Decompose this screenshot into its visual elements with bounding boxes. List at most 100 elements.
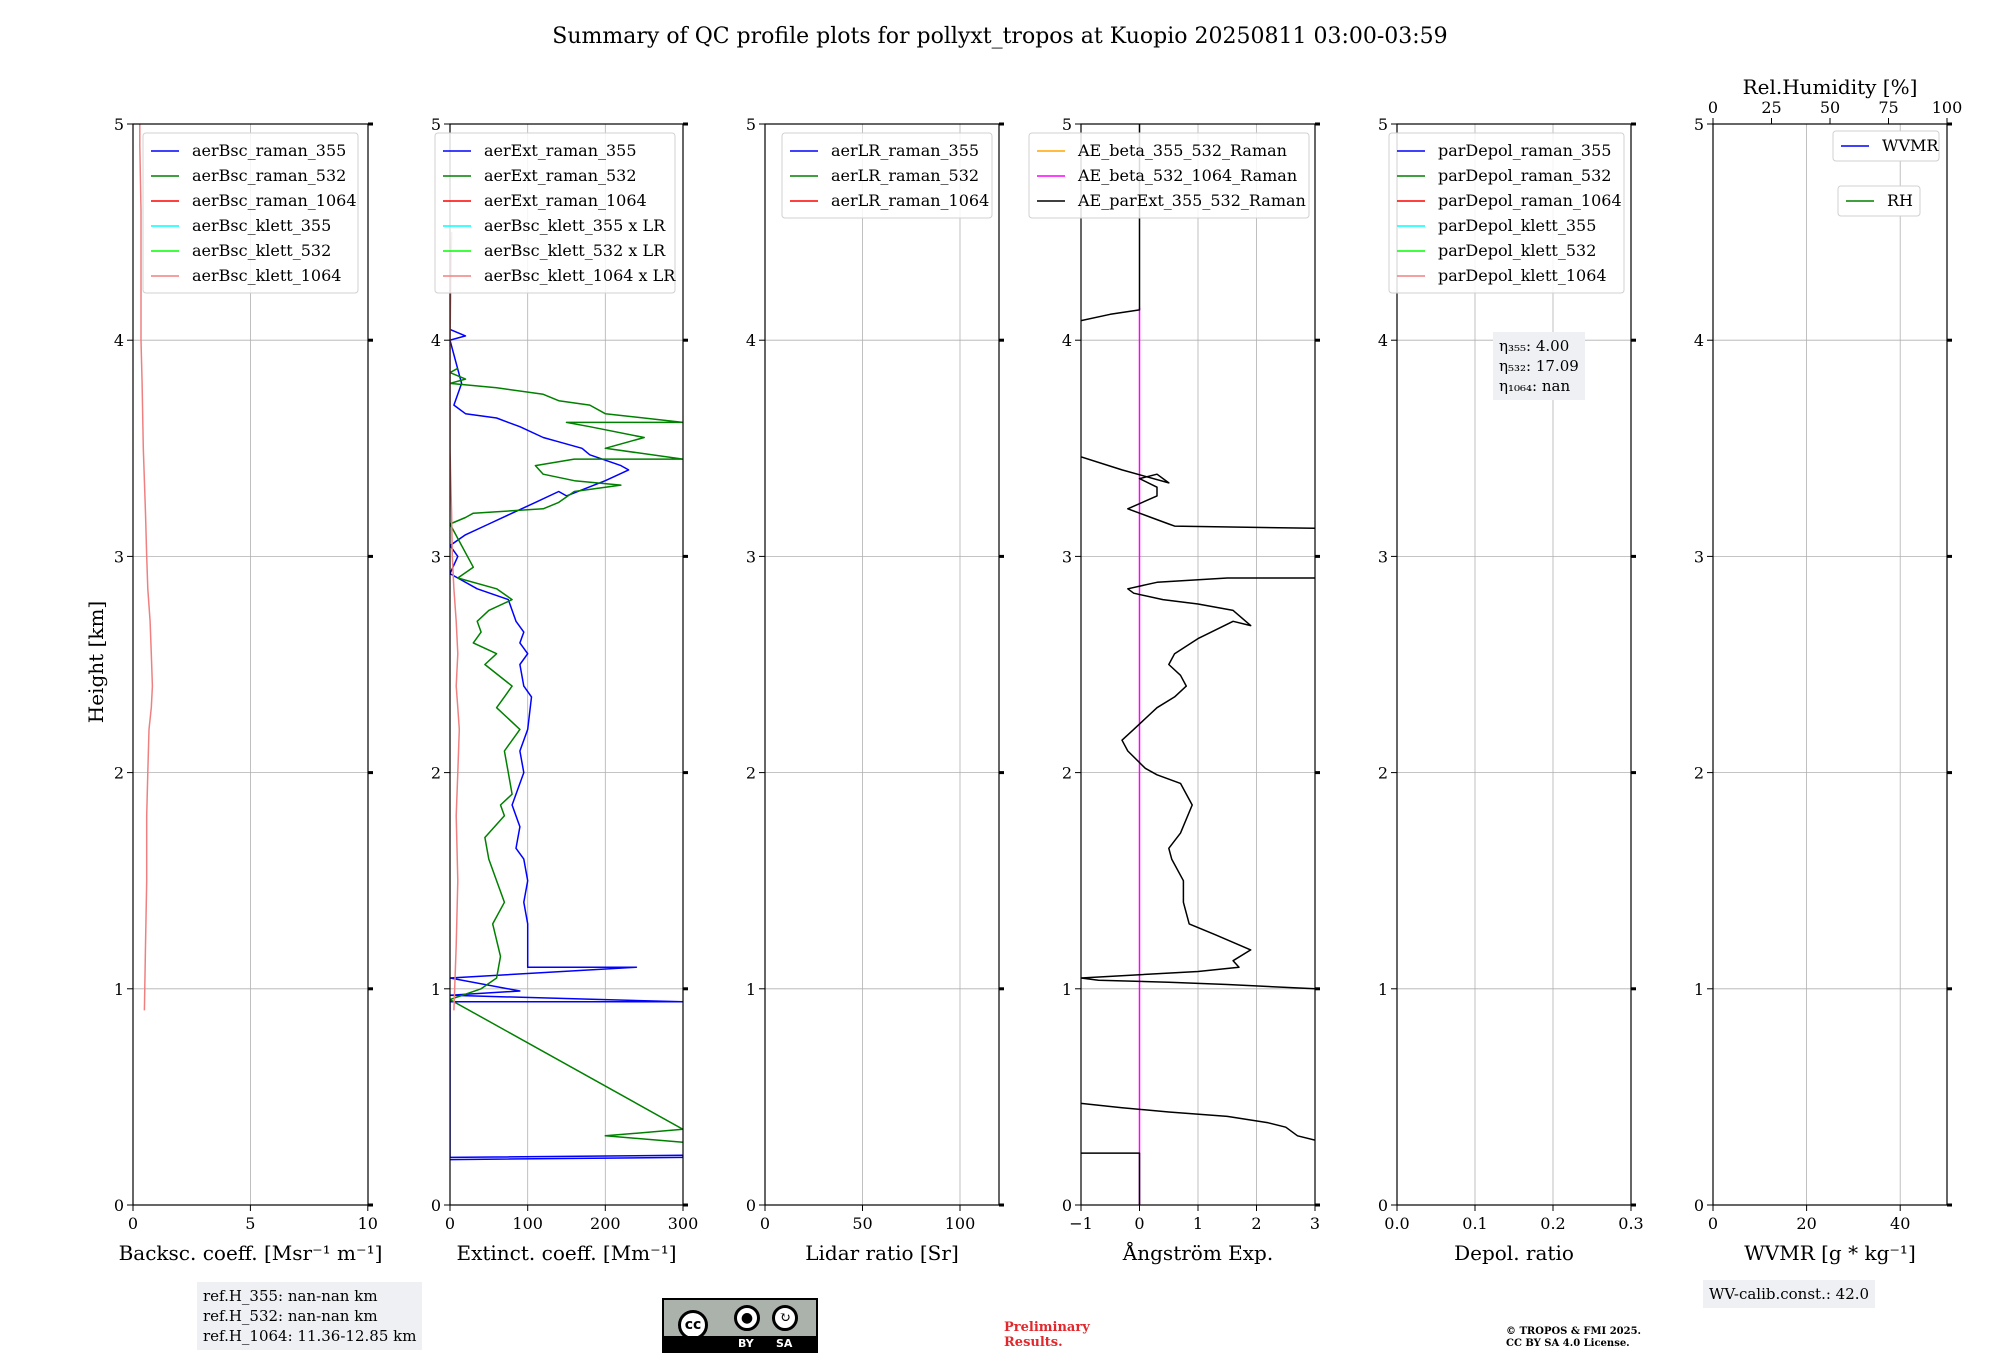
ref-height-box: ref.H_355: nan-nan km ref.H_532: nan-nan… [197,1282,423,1350]
panel-depol: 0 1 2 3 4 5 0.0 0.1 0.2 0.3 Depol. ratio parDepol_r… [1378,115,1644,1265]
y-tick-label: 1 [114,980,124,999]
y-tick-label: 1 [431,980,441,999]
top-x-tick-label: 0 [1708,98,1718,117]
copyright-line-2: CC BY SA 4.0 License. [1506,1338,1630,1349]
series-line-aerBsc_klett_1064 x LR [450,232,461,1011]
x-axis-label: WVMR [g * kg⁻¹] [1744,1241,1916,1265]
ref-height-1064: ref.H_1064: 11.36-12.85 km [203,1327,417,1345]
legend-label: aerExt_raman_532 [484,166,637,185]
legend-label: parDepol_raman_355 [1438,141,1611,160]
axes-frame [1080,123,1316,1206]
y-tick-label: 1 [1694,980,1704,999]
series-line-AE_parExt_355_532_Raman_b [1081,1102,1315,1141]
legend-label: aerBsc_klett_1064 x LR [484,266,676,285]
y-tick-label: 3 [114,547,124,566]
x-axis-label: Depol. ratio [1454,1241,1574,1265]
legend-box [434,132,676,294]
x-tick-label: 0.1 [1462,1214,1487,1233]
legend-label: aerBsc_klett_1064 [192,266,341,285]
legend-label: aerBsc_klett_355 x LR [484,216,666,235]
x-tick-label: 1 [1193,1214,1203,1233]
y-tick-label: 3 [1694,547,1704,566]
top-x-tick-label: 50 [1820,98,1840,117]
legend-label: AE_beta_355_532_Raman [1077,141,1287,160]
y-tick-label: 2 [431,764,441,783]
series-line-aerBsc_klett_1064 [139,124,154,1011]
y-tick-label: 2 [1694,764,1704,783]
preliminary-note: Preliminary Results. [1004,1320,1090,1350]
share-alike-icon: ↻ [772,1305,798,1331]
legend-label: aerBsc_raman_355 [192,141,346,160]
y-tick-label: 0 [1694,1196,1704,1215]
legend-box-rh [1837,185,1921,217]
series-line-aerExt_raman_532 [450,367,683,1144]
eta-532: η₅₃₂: 17.09 [1499,357,1579,375]
legend-label: aerBsc_klett_532 x LR [484,241,666,260]
y-tick-label: 3 [1062,547,1072,566]
rh-axis-label: Rel.Humidity [%] [1743,75,1918,99]
y-tick-label: 2 [1062,764,1072,783]
x-axis-label: Ångström Exp. [1122,1240,1273,1265]
legend-label: parDepol_klett_532 [1438,241,1596,260]
x-tick-label: 0 [128,1214,138,1233]
axes-frame [132,123,369,1206]
y-tick-label: 5 [1694,115,1704,134]
legend-label: WVMR [1882,136,1939,155]
y-tick-label: 5 [1378,115,1388,134]
legend-box [1388,132,1625,294]
x-tick-label: 40 [1890,1214,1910,1233]
y-tick-label: 1 [746,980,756,999]
legend-label: parDepol_raman_532 [1438,166,1611,185]
x-axis-label: Extinct. coeff. [Mm⁻¹] [456,1241,676,1265]
legend-box-wvmr [1832,130,1940,162]
cc-sa-label: SA [776,1337,793,1350]
top-x-tick-label: 75 [1878,98,1898,117]
y-tick-label: 5 [1062,115,1072,134]
wv-calib-box: WV-calib.const.: 42.0 [1703,1280,1876,1308]
y-tick-label: 2 [114,764,124,783]
x-axis-label: Backsc. coeff. [Msr⁻¹ m⁻¹] [119,1241,383,1265]
legend-label: aerExt_raman_1064 [484,191,647,210]
y-axis-label: Height [km] [84,601,108,723]
legend-box [781,132,993,219]
axes-frame [1712,123,1948,1206]
legend-label: aerBsc_klett_532 [192,241,331,260]
x-tick-label: 0 [1708,1214,1718,1233]
y-tick-label: 3 [746,547,756,566]
top-x-tick-label: 100 [1932,98,1963,117]
preliminary-line-1: Preliminary [1004,1320,1090,1335]
legend-label: aerBsc_raman_532 [192,166,346,185]
x-axis-label: Lidar ratio [Sr] [805,1241,959,1265]
y-tick-label: 1 [1378,980,1388,999]
x-tick-label: 0.2 [1540,1214,1565,1233]
legend-box [142,132,359,294]
legend-label: parDepol_raman_1064 [1438,191,1622,210]
ref-height-532: ref.H_532: nan-nan km [203,1307,378,1325]
ref-height-355: ref.H_355: nan-nan km [203,1287,378,1305]
legend-label: aerLR_raman_1064 [831,191,989,210]
y-tick-label: 3 [1378,547,1388,566]
legend-box [1028,132,1310,219]
x-tick-label: 200 [590,1214,621,1233]
legend-label: AE_parExt_355_532_Raman [1077,191,1306,210]
y-tick-label: 4 [1694,331,1704,350]
legend-label: aerLR_raman_532 [831,166,979,185]
y-tick-label: 5 [431,115,441,134]
y-tick-label: 0 [1378,1196,1388,1215]
figure-title: Summary of QC profile plots for pollyxt_… [552,24,1447,49]
panel-ext: 0 1 2 3 4 5 0 100 200 300 Extinct. coeff. [Mm⁻¹] ae… [431,115,698,1265]
legend-label: parDepol_klett_355 [1438,216,1596,235]
y-tick-label: 4 [114,331,124,350]
cc-by-label: BY [738,1337,754,1350]
copyright-note: © TROPOS & FMI 2025. CC BY SA 4.0 Licens… [1506,1326,1641,1350]
x-tick-label: 5 [245,1214,255,1233]
axes-frame [449,123,684,1206]
legend-label: RH [1887,191,1913,210]
y-tick-label: 0 [114,1196,124,1215]
copyright-line-1: © TROPOS & FMI 2025. [1506,1326,1642,1337]
x-tick-label: 20 [1796,1214,1816,1233]
x-tick-label: 0.0 [1384,1214,1409,1233]
x-tick-label: 10 [358,1214,378,1233]
